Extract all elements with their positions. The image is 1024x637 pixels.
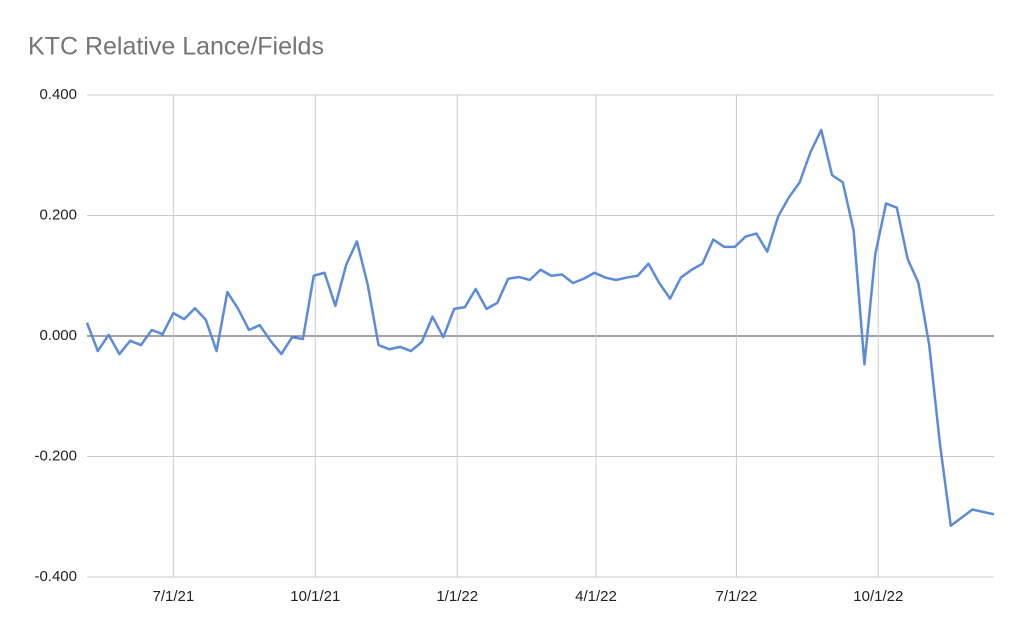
x-tick-label: 10/1/22: [853, 588, 903, 605]
x-tick-label: 1/1/22: [436, 588, 478, 605]
y-tick-label: -0.200: [34, 447, 77, 464]
y-tick-label: 0.200: [39, 206, 77, 223]
x-tick-label: 7/1/21: [153, 588, 195, 605]
x-tick-label: 7/1/22: [716, 588, 758, 605]
y-tick-label: -0.400: [34, 568, 77, 585]
line: [85, 128, 995, 528]
y-tick-label: 0.400: [39, 86, 77, 103]
chart-title: KTC Relative Lance/Fields: [28, 33, 324, 61]
x-tick-label: 10/1/21: [290, 588, 340, 605]
x-tick-label: 4/1/22: [575, 588, 617, 605]
y-tick-label: 0.000: [39, 327, 77, 344]
